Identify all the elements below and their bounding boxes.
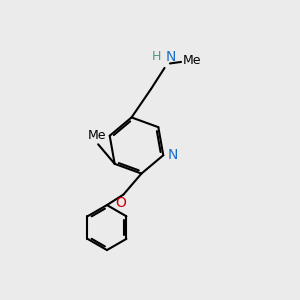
- Text: Me: Me: [87, 129, 106, 142]
- Text: N: N: [166, 50, 176, 64]
- Text: H: H: [152, 50, 161, 63]
- Text: Me: Me: [183, 54, 201, 67]
- Text: N: N: [168, 148, 178, 162]
- Text: O: O: [116, 196, 127, 210]
